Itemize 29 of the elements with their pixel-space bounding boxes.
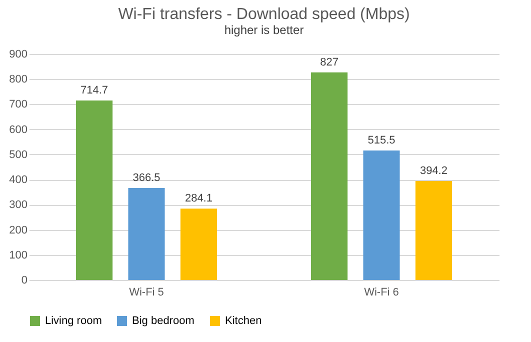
bar (415, 181, 452, 280)
legend-label: Kitchen (225, 315, 262, 327)
y-tick-label: 200 (9, 224, 28, 236)
legend-label: Living room (45, 315, 102, 327)
y-tick-label: 300 (9, 199, 28, 212)
chart-subtitle: higher is better (224, 23, 304, 37)
data-label: 394.2 (420, 165, 448, 178)
x-tick-label: Wi-Fi 6 (364, 286, 399, 298)
data-label: 366.5 (132, 172, 160, 184)
data-label: 714.7 (80, 84, 108, 97)
data-label: 515.5 (368, 134, 396, 147)
y-tick-label: 600 (9, 124, 28, 136)
bar (128, 188, 165, 280)
bar (180, 208, 217, 280)
bar (363, 150, 400, 280)
bar (76, 100, 113, 280)
y-tick-label: 500 (9, 148, 28, 161)
bar (311, 72, 348, 280)
y-tick-label: 100 (9, 249, 28, 262)
y-tick-label: 800 (9, 74, 28, 86)
y-tick-label: 900 (9, 48, 28, 60)
y-tick-label: 0 (21, 274, 28, 286)
x-tick-label: Wi-Fi 5 (129, 286, 164, 298)
chart-title: Wi-Fi transfers - Download speed (Mbps) (118, 6, 410, 23)
data-label: 827 (320, 56, 338, 68)
data-label: 284.1 (184, 192, 212, 205)
legend-label: Big bedroom (132, 315, 194, 327)
y-tick-label: 700 (9, 98, 28, 111)
y-tick-label: 400 (9, 174, 28, 186)
